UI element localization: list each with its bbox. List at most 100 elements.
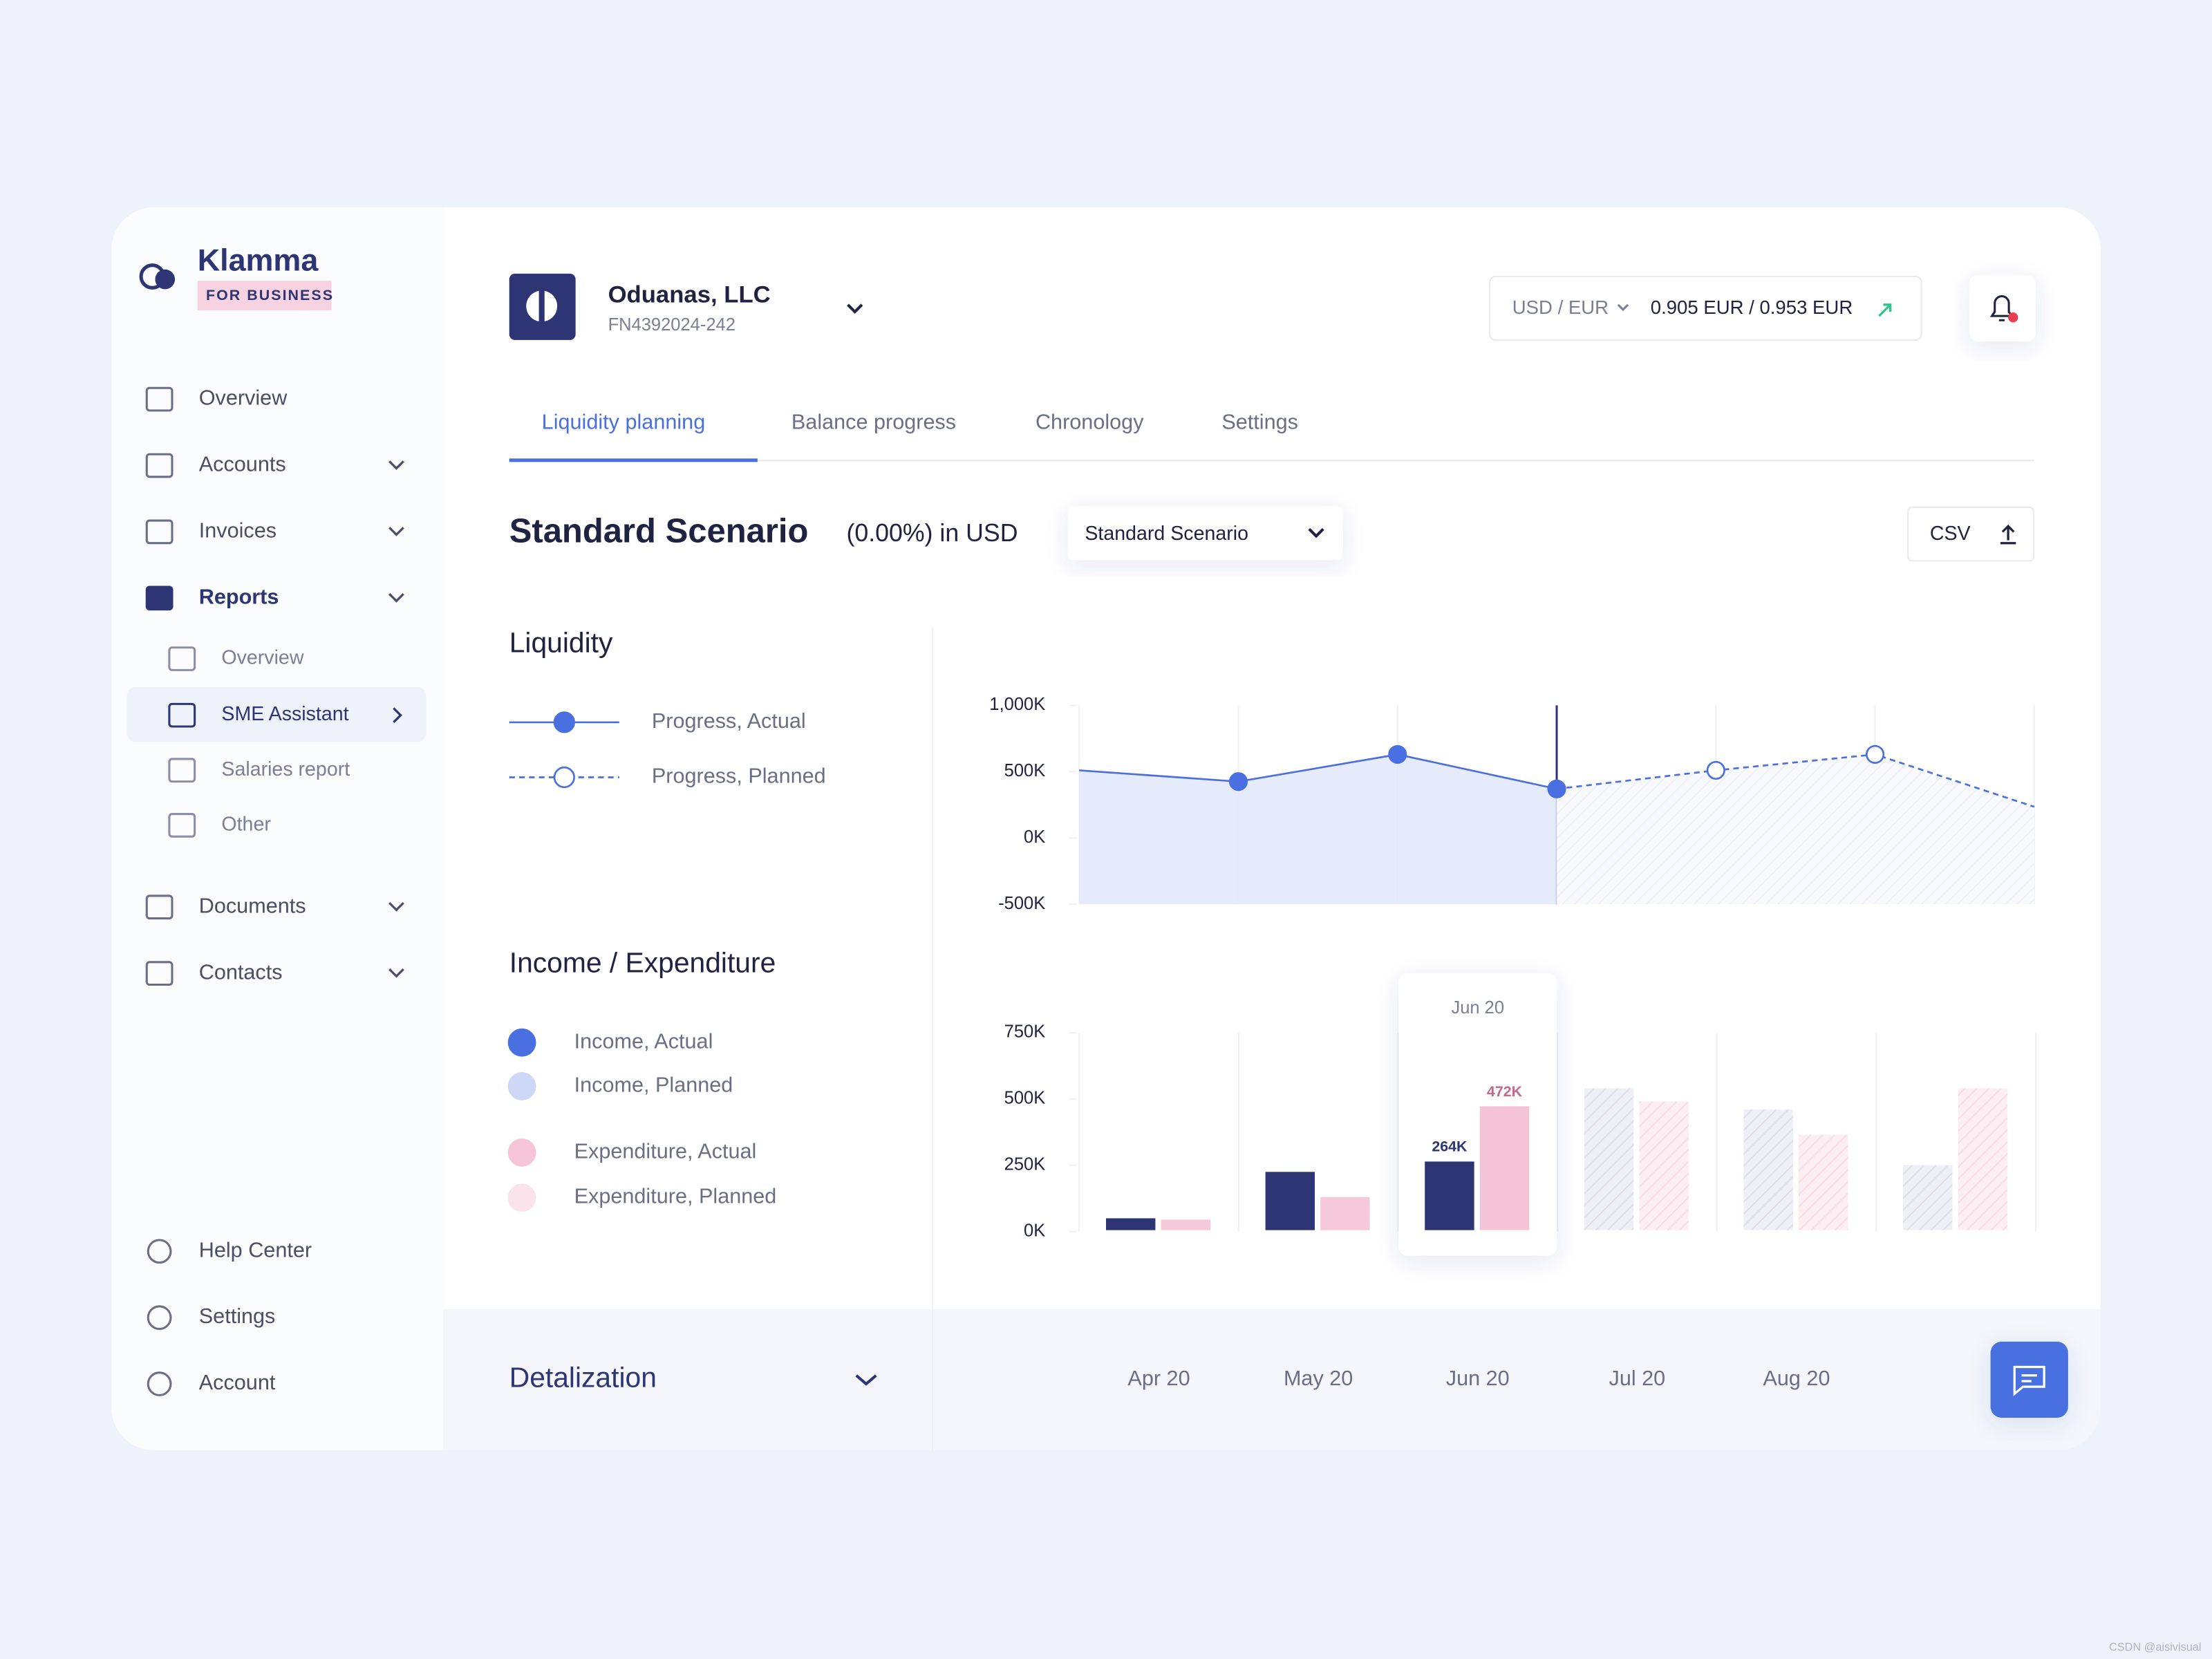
x-tick-label: May 20 bbox=[1284, 1367, 1353, 1390]
nav-item[interactable]: Reports bbox=[199, 585, 279, 608]
brand-name: Klamma bbox=[198, 242, 319, 277]
legend-label: Expenditure, Planned bbox=[574, 1185, 777, 1208]
chevron bbox=[388, 968, 404, 978]
csv-label[interactable]: CSV bbox=[1930, 523, 1971, 545]
main-panel bbox=[442, 207, 2101, 1309]
legend-dot bbox=[507, 1028, 536, 1057]
chevron bbox=[388, 527, 404, 536]
active-tab-indicator bbox=[509, 458, 758, 462]
nav-item[interactable]: Account bbox=[199, 1371, 276, 1394]
logo-dot bbox=[155, 269, 176, 290]
y-tick-label: 500K bbox=[1004, 761, 1046, 780]
nav-icon bbox=[168, 758, 196, 783]
y-tick-label: 250K bbox=[1004, 1154, 1046, 1174]
company-dropdown[interactable] bbox=[847, 303, 863, 314]
chevron bbox=[388, 901, 404, 912]
point bbox=[1228, 772, 1248, 791]
bar bbox=[1639, 1101, 1689, 1230]
bar bbox=[1425, 1161, 1474, 1230]
legend-label: Income, Planned bbox=[574, 1074, 733, 1097]
nav-icon bbox=[147, 1305, 172, 1330]
brand-tag-bg bbox=[197, 281, 332, 310]
bar bbox=[1479, 1106, 1530, 1230]
nav-icon bbox=[145, 453, 174, 478]
legend-dot bbox=[507, 1183, 536, 1212]
legend-label: Progress, Planned bbox=[652, 765, 826, 788]
bar bbox=[1106, 1218, 1156, 1230]
tab[interactable]: Balance progress bbox=[791, 410, 956, 433]
export-icon bbox=[2000, 524, 2016, 545]
currency-pair[interactable]: USD / EUR bbox=[1512, 297, 1609, 318]
legend-label: Expenditure, Actual bbox=[574, 1139, 757, 1163]
notification-button[interactable] bbox=[1969, 274, 2036, 341]
tab[interactable]: Settings bbox=[1221, 410, 1298, 433]
tab[interactable]: Chronology bbox=[1035, 410, 1144, 433]
nav-icon bbox=[145, 961, 174, 986]
y-tick-label: -500K bbox=[998, 894, 1045, 913]
value-label: 472K bbox=[1487, 1083, 1523, 1100]
company-id: FN4392024-242 bbox=[608, 315, 735, 335]
nav-item[interactable]: Contacts bbox=[199, 960, 283, 984]
nav-icon bbox=[145, 519, 174, 545]
point bbox=[1866, 744, 1885, 764]
tooltip-title: Jun 20 bbox=[1451, 998, 1504, 1018]
nav-icon bbox=[168, 702, 196, 728]
y-tick-label: 1,000K bbox=[989, 695, 1045, 714]
nav-item[interactable]: Accounts bbox=[199, 453, 286, 476]
chevron bbox=[388, 593, 404, 603]
y-tick-label: 0K bbox=[1024, 827, 1045, 847]
currency-box[interactable] bbox=[1489, 275, 1922, 341]
nav-item[interactable]: Settings bbox=[199, 1304, 276, 1328]
scenario-dropdown-label[interactable]: Standard Scenario bbox=[1085, 523, 1248, 545]
legend-dot bbox=[507, 1072, 536, 1100]
sub-nav-item[interactable]: Overview bbox=[221, 647, 303, 669]
sub-nav-item[interactable]: Salaries report bbox=[221, 758, 350, 780]
rate-trend bbox=[1878, 303, 1892, 317]
bar bbox=[1584, 1088, 1634, 1230]
nav-icon bbox=[168, 813, 196, 838]
sub-nav-item[interactable]: SME Assistant bbox=[221, 703, 348, 725]
watermark: CSDN @aisivisual bbox=[2109, 1641, 2202, 1653]
scenario-title: Standard Scenario bbox=[509, 512, 809, 550]
chat-button[interactable] bbox=[1990, 1341, 2068, 1418]
currency-chevron bbox=[1617, 303, 1629, 312]
bell-badge bbox=[2008, 312, 2018, 323]
nav-icon bbox=[168, 646, 196, 671]
scenario-dropdown[interactable] bbox=[1067, 506, 1343, 561]
x-tick-label: Jun 20 bbox=[1446, 1367, 1510, 1390]
scenario-subtitle: (0.00%) in USD bbox=[846, 519, 1018, 547]
line bbox=[1079, 753, 1557, 790]
dropdown-chevron bbox=[1308, 527, 1324, 538]
nav-icon bbox=[147, 1371, 172, 1396]
point bbox=[1388, 744, 1407, 764]
nav-item[interactable]: Help Center bbox=[199, 1238, 312, 1262]
income-title: Income / Expenditure bbox=[509, 947, 776, 979]
value-label: 264K bbox=[1432, 1138, 1468, 1155]
legend-label: Progress, Actual bbox=[652, 709, 806, 733]
bar bbox=[1743, 1109, 1793, 1230]
tab[interactable]: Liquidity planning bbox=[542, 410, 706, 433]
legend-marker bbox=[553, 766, 575, 789]
detalization-title[interactable]: Detalization bbox=[509, 1362, 657, 1394]
x-tick-label: Apr 20 bbox=[1127, 1367, 1190, 1390]
csv-button[interactable] bbox=[1907, 506, 2034, 562]
nav-item[interactable]: Overview bbox=[199, 386, 288, 410]
bar bbox=[1799, 1134, 1848, 1230]
nav-item[interactable]: Documents bbox=[199, 894, 306, 917]
footer-strip bbox=[442, 1309, 2101, 1450]
area bbox=[1079, 754, 1557, 905]
nav-icon bbox=[145, 894, 174, 920]
bar bbox=[1958, 1088, 2008, 1230]
y-tick-label: 750K bbox=[1004, 1022, 1046, 1042]
chat-icon bbox=[2013, 1365, 2045, 1396]
brand-tag: FOR BUSINESS bbox=[206, 287, 334, 303]
nav-icon bbox=[145, 386, 174, 412]
y-tick-label: 500K bbox=[1004, 1089, 1046, 1108]
detalization-chevron[interactable] bbox=[855, 1374, 877, 1386]
point bbox=[1547, 779, 1566, 798]
nav-item[interactable]: Invoices bbox=[199, 518, 276, 542]
legend-dot bbox=[507, 1138, 536, 1167]
sub-nav-item[interactable]: Other bbox=[221, 813, 271, 835]
bar bbox=[1903, 1165, 1953, 1230]
